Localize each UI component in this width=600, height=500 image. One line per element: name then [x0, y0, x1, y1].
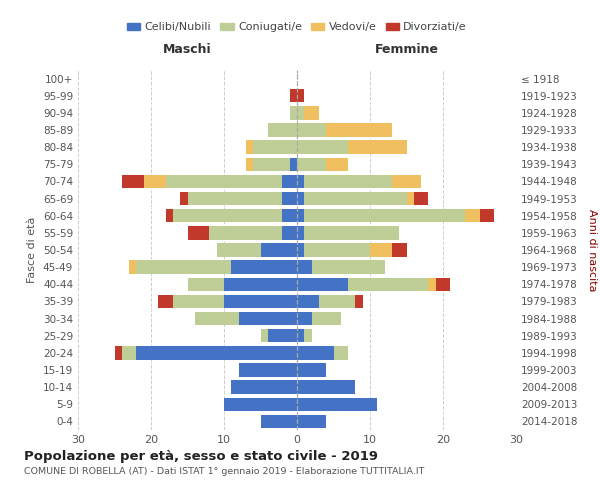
Bar: [297, 89, 304, 102]
Bar: [232, 260, 297, 274]
Bar: [283, 226, 297, 239]
Bar: [304, 244, 370, 256]
Bar: [348, 278, 428, 291]
Bar: [297, 226, 304, 239]
Bar: [297, 140, 348, 154]
Legend: Celibi/Nubili, Coniugati/e, Vedovi/e, Divorziati/e: Celibi/Nubili, Coniugati/e, Vedovi/e, Di…: [122, 18, 472, 37]
Y-axis label: Anni di nascita: Anni di nascita: [587, 209, 597, 291]
Bar: [326, 158, 348, 171]
Bar: [311, 260, 385, 274]
Bar: [246, 140, 253, 154]
Bar: [246, 158, 253, 171]
Bar: [187, 278, 224, 291]
Bar: [326, 124, 392, 136]
Bar: [239, 364, 297, 376]
Bar: [436, 278, 450, 291]
Bar: [290, 158, 297, 171]
Bar: [122, 346, 136, 360]
Bar: [297, 346, 334, 360]
Bar: [129, 260, 136, 274]
Bar: [348, 140, 407, 154]
Y-axis label: Fasce di età: Fasce di età: [28, 217, 37, 283]
Bar: [414, 192, 428, 205]
Bar: [297, 174, 304, 188]
Bar: [283, 174, 297, 188]
Bar: [392, 244, 407, 256]
Bar: [297, 398, 377, 411]
Bar: [158, 294, 173, 308]
Bar: [297, 244, 304, 256]
Bar: [283, 192, 297, 205]
Bar: [260, 329, 268, 342]
Bar: [304, 209, 465, 222]
Bar: [304, 106, 319, 120]
Bar: [260, 414, 297, 428]
Bar: [428, 278, 436, 291]
Bar: [297, 260, 311, 274]
Bar: [297, 414, 326, 428]
Bar: [297, 278, 348, 291]
Bar: [115, 346, 122, 360]
Bar: [173, 209, 283, 222]
Text: Popolazione per età, sesso e stato civile - 2019: Popolazione per età, sesso e stato civil…: [24, 450, 378, 463]
Bar: [180, 192, 187, 205]
Bar: [253, 140, 297, 154]
Bar: [195, 312, 239, 326]
Bar: [304, 192, 407, 205]
Bar: [297, 209, 304, 222]
Bar: [166, 174, 283, 188]
Bar: [297, 106, 304, 120]
Bar: [136, 260, 232, 274]
Bar: [283, 209, 297, 222]
Bar: [304, 329, 311, 342]
Bar: [253, 158, 290, 171]
Bar: [297, 158, 326, 171]
Bar: [144, 174, 166, 188]
Bar: [239, 312, 297, 326]
Bar: [297, 364, 326, 376]
Bar: [370, 244, 392, 256]
Bar: [392, 174, 421, 188]
Bar: [304, 174, 392, 188]
Bar: [232, 380, 297, 394]
Bar: [217, 244, 260, 256]
Bar: [224, 294, 297, 308]
Bar: [187, 192, 283, 205]
Bar: [187, 226, 209, 239]
Bar: [297, 329, 304, 342]
Bar: [173, 294, 224, 308]
Bar: [224, 278, 297, 291]
Bar: [136, 346, 297, 360]
Text: COMUNE DI ROBELLA (AT) - Dati ISTAT 1° gennaio 2019 - Elaborazione TUTTITALIA.IT: COMUNE DI ROBELLA (AT) - Dati ISTAT 1° g…: [24, 468, 424, 476]
Text: Maschi: Maschi: [163, 44, 212, 57]
Bar: [297, 312, 311, 326]
Bar: [209, 226, 283, 239]
Bar: [268, 124, 297, 136]
Bar: [334, 346, 348, 360]
Bar: [297, 124, 326, 136]
Bar: [297, 192, 304, 205]
Bar: [290, 106, 297, 120]
Bar: [268, 329, 297, 342]
Bar: [304, 226, 399, 239]
Bar: [479, 209, 494, 222]
Bar: [297, 294, 319, 308]
Bar: [407, 192, 414, 205]
Bar: [465, 209, 479, 222]
Bar: [297, 380, 355, 394]
Bar: [355, 294, 362, 308]
Bar: [122, 174, 144, 188]
Bar: [166, 209, 173, 222]
Bar: [319, 294, 355, 308]
Bar: [290, 89, 297, 102]
Bar: [224, 398, 297, 411]
Bar: [260, 244, 297, 256]
Text: Femmine: Femmine: [374, 44, 439, 57]
Bar: [311, 312, 341, 326]
